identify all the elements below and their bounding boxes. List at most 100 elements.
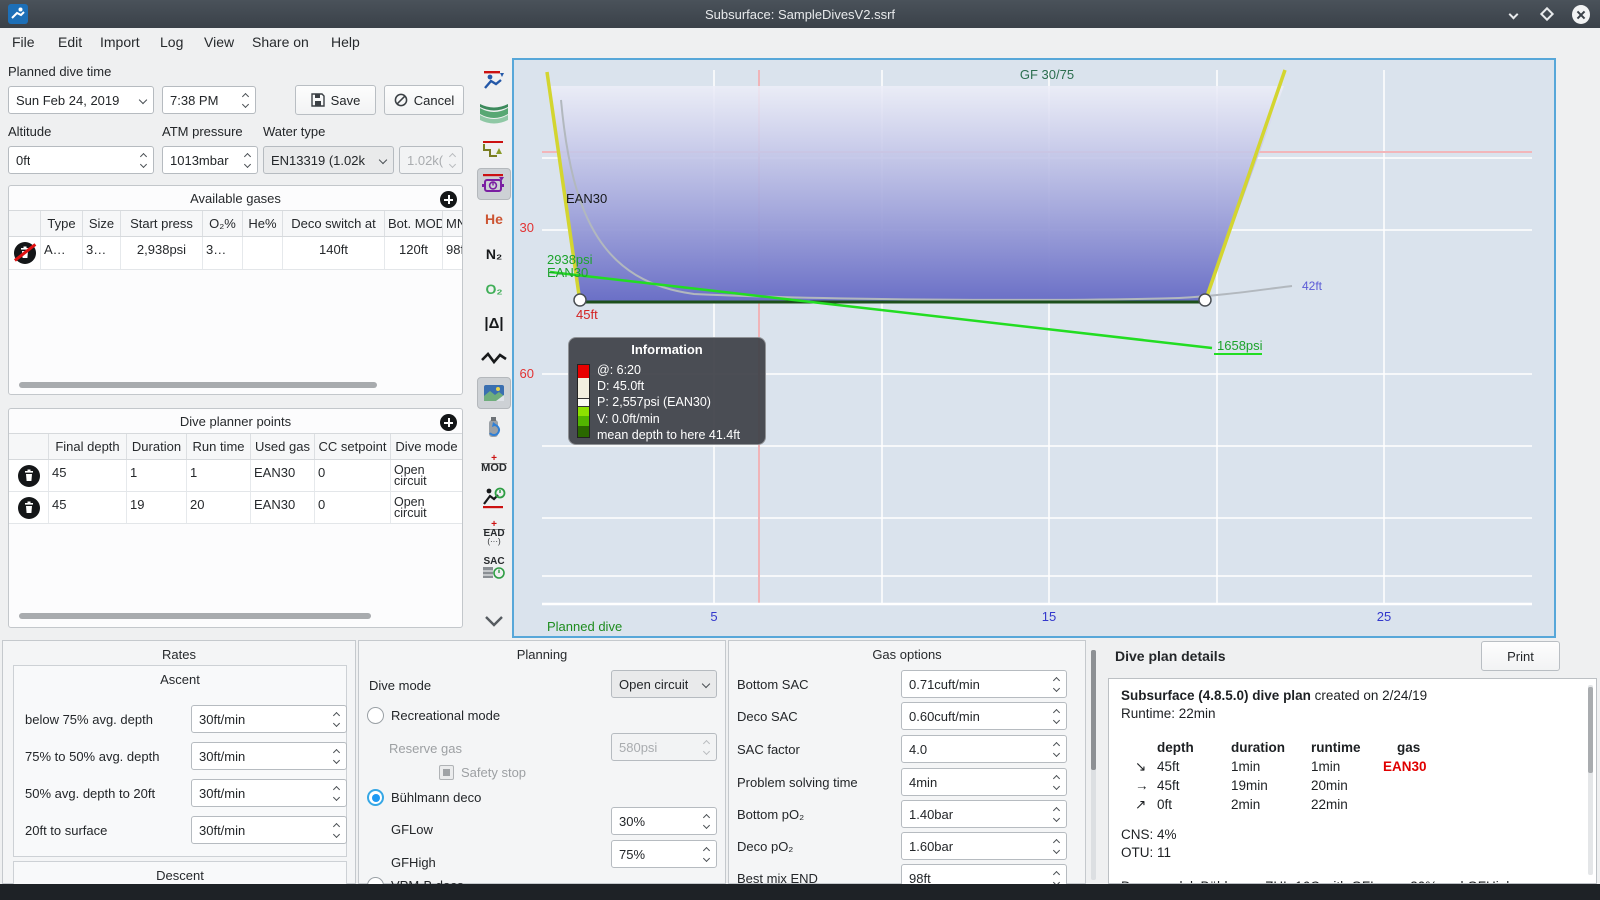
planner-point-row[interactable]: 45 1 1 EAN30 0 Open circuit xyxy=(9,460,462,492)
o2-graph-toggle[interactable]: O₂ xyxy=(477,273,511,305)
plan-deco-model: Deco model: Bühlmann ZHL-16C with GFLow … xyxy=(1121,878,1580,883)
buhlmann-deco-radio[interactable] xyxy=(367,789,384,806)
rate-spinner-1[interactable]: 30ft/min xyxy=(191,705,347,733)
deco-po2-spinner[interactable]: 1.60bar xyxy=(901,832,1067,860)
delete-gas-icon[interactable] xyxy=(13,242,36,264)
safety-stop-label: Safety stop xyxy=(461,765,527,780)
recreational-mode-radio[interactable] xyxy=(367,707,384,724)
waypoint-handle[interactable] xyxy=(573,293,587,307)
gflow-label: GFLow xyxy=(391,822,433,837)
photos-toggle[interactable] xyxy=(477,377,511,409)
maximize-button[interactable] xyxy=(1538,5,1556,23)
bottom-sac-spinner[interactable]: 0.71cuft/min xyxy=(901,670,1067,698)
delete-point-icon[interactable] xyxy=(17,497,40,519)
altitude-label: Altitude xyxy=(8,124,52,139)
gas-change-icon xyxy=(489,417,500,437)
planner-point-row[interactable]: 45 19 20 EAN30 0 Open circuit xyxy=(9,492,462,524)
altitude-spinner[interactable]: 0ft xyxy=(8,146,154,174)
atm-pressure-spinner[interactable]: 1013mbar xyxy=(162,146,258,174)
dive-date-select[interactable]: Sun Feb 24, 2019 xyxy=(8,86,154,114)
descent-title: Descent xyxy=(156,868,204,883)
he-graph-toggle[interactable]: He xyxy=(477,203,511,235)
bottom-po2-spinner[interactable]: 1.40bar xyxy=(901,800,1067,828)
profile-fill xyxy=(547,86,1284,302)
menu-log[interactable]: Log xyxy=(160,34,184,50)
tooltip-depth: D: 45.0ft xyxy=(597,379,645,394)
n2-graph-toggle[interactable]: N₂ xyxy=(477,238,511,270)
menu-help[interactable]: Help xyxy=(331,34,360,50)
buhlmann-deco-label[interactable]: Bühlmann deco xyxy=(391,790,482,805)
cancel-button[interactable]: Cancel xyxy=(384,85,464,115)
details-vscroll-track[interactable] xyxy=(1588,685,1593,875)
gflow-spinner[interactable]: 30% xyxy=(611,807,717,835)
sac-factor-spinner[interactable]: 4.0 xyxy=(901,735,1067,763)
bottom-vscroll-thumb[interactable] xyxy=(1091,650,1096,770)
end-mean-depth-label: 42ft xyxy=(1302,279,1323,293)
mod-toggle[interactable]: + MOD xyxy=(477,447,511,479)
dive-time-spinner[interactable]: 7:38 PM xyxy=(162,86,256,114)
tooltip-pressure: P: 2,557psi (EAN30) xyxy=(597,395,711,410)
menu-edit[interactable]: Edit xyxy=(58,34,83,50)
tissue-toggle[interactable]: |Δ| xyxy=(477,307,511,339)
dive-mode-select[interactable]: Open circuit xyxy=(611,670,717,698)
save-button[interactable]: Save xyxy=(295,85,376,115)
toolbar-scroll-down[interactable] xyxy=(477,605,511,637)
reserve-gas-spinner: 580psi xyxy=(611,733,717,761)
tank-pressure-line xyxy=(549,270,1213,350)
deco-sac-spinner[interactable]: 0.60cuft/min xyxy=(901,702,1067,730)
ndl-tts-icon xyxy=(483,487,506,509)
gas-row[interactable]: A… 3… 2,938psi 3… 140ft 120ft 98ft xyxy=(9,237,462,270)
waypoint-handle[interactable] xyxy=(1198,293,1212,307)
gfhigh-spinner[interactable]: 75% xyxy=(611,840,717,868)
add-point-button[interactable] xyxy=(440,414,457,431)
points-hscrollbar[interactable] xyxy=(19,613,371,619)
gas-change-toggle[interactable] xyxy=(477,412,511,444)
recreational-mode-label[interactable]: Recreational mode xyxy=(391,708,501,723)
cancel-label: Cancel xyxy=(413,92,455,108)
dc-ceiling-toggle[interactable] xyxy=(477,168,511,200)
app-logo-icon xyxy=(8,4,28,24)
details-vscroll-thumb[interactable] xyxy=(1588,687,1593,773)
waves-toggle[interactable] xyxy=(477,99,511,131)
delete-point-icon[interactable] xyxy=(17,465,40,487)
gases-hscrollbar[interactable] xyxy=(19,382,377,388)
add-gas-button[interactable] xyxy=(440,191,457,208)
menu-share-on[interactable]: Share on xyxy=(252,34,309,50)
scroll-down-icon xyxy=(485,616,503,627)
print-button[interactable]: Print xyxy=(1481,641,1560,671)
rates-title: Rates xyxy=(162,647,196,662)
depth-tick-30: 30 xyxy=(520,220,534,235)
ead-toggle[interactable]: + EAD (···) xyxy=(477,517,511,549)
dc-profile-toggle[interactable] xyxy=(477,64,511,96)
he-graph-icon: He xyxy=(485,211,503,227)
end-pressure-label: 1658psi xyxy=(1217,338,1263,353)
reserve-gas-label: Reserve gas xyxy=(389,741,462,756)
time-tick-15: 15 xyxy=(1042,609,1056,624)
calculated-ceiling-toggle[interactable] xyxy=(477,134,511,166)
photos-icon xyxy=(484,385,504,401)
rate-spinner-2[interactable]: 30ft/min xyxy=(191,742,347,770)
dive-plan-text-box[interactable]: Subsurface (4.8.5.0) dive plan created o… xyxy=(1108,678,1597,884)
ascent-title: Ascent xyxy=(160,672,200,687)
window-title: Subsurface: SampleDivesV2.ssrf xyxy=(704,6,896,22)
ndl-tts-toggle[interactable] xyxy=(477,482,511,514)
waves-ceiling-icon xyxy=(480,104,508,124)
dive-plan-details-title: Dive plan details xyxy=(1115,648,1226,664)
rates-panel: Rates Ascent below 75% avg. depth 30ft/m… xyxy=(2,640,356,900)
tooltip-title: Information xyxy=(631,342,703,357)
rate-spinner-3[interactable]: 30ft/min xyxy=(191,779,347,807)
water-type-select[interactable]: EN13319 (1.02k xyxy=(263,146,394,174)
menu-import[interactable]: Import xyxy=(100,34,140,50)
problem-time-spinner[interactable]: 4min xyxy=(901,768,1067,796)
sac-toggle[interactable]: SAC xyxy=(477,552,511,584)
menu-file[interactable]: File xyxy=(12,34,35,50)
sac-rate-icon: SAC xyxy=(482,556,506,580)
close-button[interactable] xyxy=(1572,4,1590,24)
heartrate-toggle[interactable] xyxy=(477,342,511,374)
available-gases-title: Available gases xyxy=(190,191,281,206)
mod-icon: + MOD xyxy=(481,452,507,474)
menu-view[interactable]: View xyxy=(204,34,235,50)
minimize-button[interactable] xyxy=(1504,5,1522,23)
rate-label-4: 20ft to surface xyxy=(25,823,108,838)
rate-spinner-4[interactable]: 30ft/min xyxy=(191,816,347,844)
